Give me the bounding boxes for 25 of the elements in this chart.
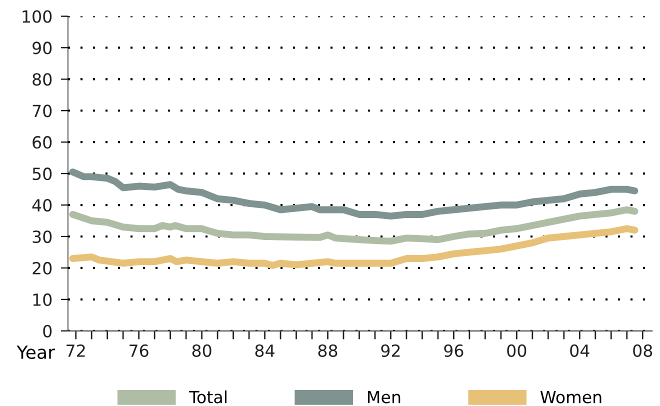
y-tick-label: 10	[33, 293, 52, 306]
x-tick-label: 00	[507, 344, 526, 357]
y-tick-label: 90	[32, 42, 52, 54]
y-tick-label: 0	[43, 324, 52, 338]
legend-label: Women	[540, 390, 602, 404]
legend-label: Men	[368, 390, 400, 404]
x-tick-label: 88	[318, 344, 338, 357]
x-tick-label: 72	[66, 344, 85, 357]
x-tick-label: 76	[130, 344, 148, 357]
y-tick-label: 80	[32, 73, 52, 86]
x-tick-label: 84	[255, 344, 274, 357]
x-axis-title: Year	[16, 346, 55, 360]
x-tick-label: 04	[570, 344, 590, 357]
legend-label: Total	[189, 390, 226, 404]
x-tick-label: 08	[633, 344, 652, 357]
y-tick-label: 50	[32, 168, 52, 180]
y-tick-label: 40	[32, 198, 52, 212]
y-tick-label: 70	[32, 104, 52, 118]
x-tick-label: 92	[381, 344, 400, 357]
x-tick-label: 80	[192, 344, 212, 357]
y-tick-label: 30	[32, 230, 52, 244]
x-tick-label: 96	[444, 344, 464, 357]
y-tick-label: 60	[32, 136, 52, 149]
y-tick-label: 100	[22, 10, 52, 23]
y-tick-label: 20	[32, 262, 52, 275]
